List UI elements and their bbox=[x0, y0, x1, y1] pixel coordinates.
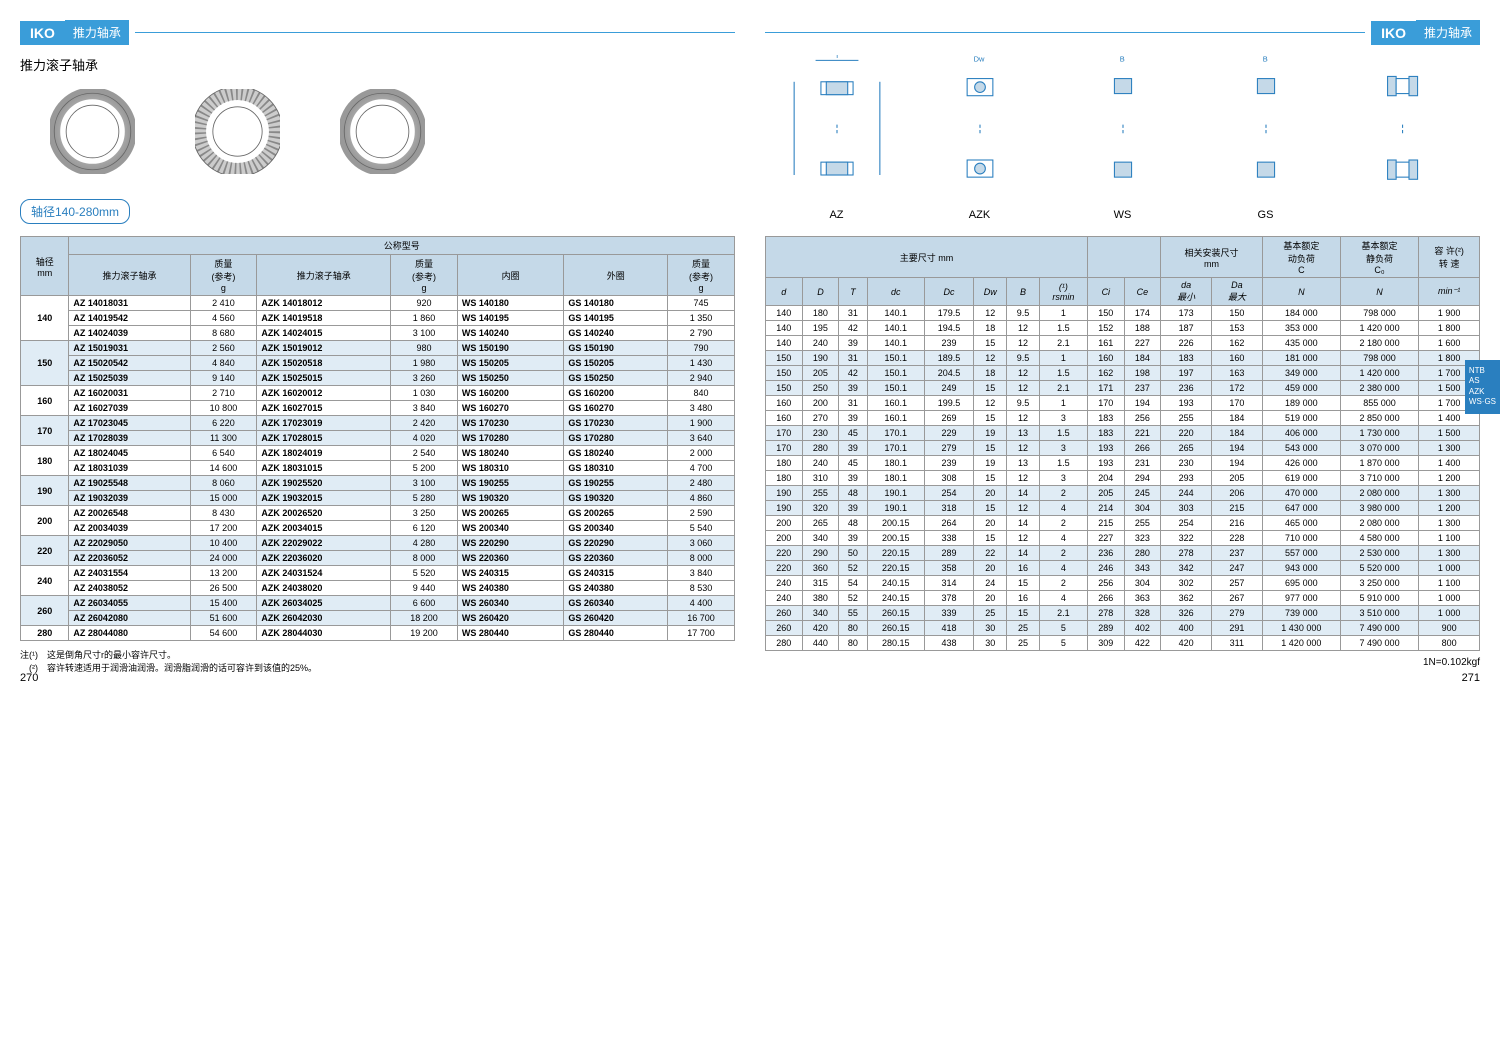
table-row: 260AZ 2603405515 400AZK 260340256 600WS … bbox=[21, 596, 735, 611]
table-row: AZ 140195424 560AZK 140195181 860WS 1401… bbox=[21, 311, 735, 326]
shaft-range-label: 轴径140-280mm bbox=[20, 199, 130, 224]
table-row: 18031039180.130815123204294293205619 000… bbox=[766, 471, 1480, 486]
table-row: 17023045170.122919131.5183221220184406 0… bbox=[766, 426, 1480, 441]
table-row: 24038052240.1537820164266363362267977 00… bbox=[766, 591, 1480, 606]
right-page: IKO 推力轴承 TAZ DwAZK BWS BGS 主要尺寸 mm相关安装尺寸 mm… bbox=[765, 20, 1480, 674]
right-table: 主要尺寸 mm相关安装尺寸 mm基本额定 动负荷 C基本额定 静负荷 C₀容 许… bbox=[765, 236, 1480, 651]
table-row: 14024039140.123915122.1161227226162435 0… bbox=[766, 336, 1480, 351]
table-row: 15019031150.1189.5129.51160184183160181 … bbox=[766, 351, 1480, 366]
conversion-note: 1N=0.102kgf bbox=[765, 657, 1480, 668]
table-row: 15025039150.124915122.1171237236172459 0… bbox=[766, 381, 1480, 396]
table-row: 170AZ 170230456 220AZK 170230192 420WS 1… bbox=[21, 416, 735, 431]
table-row: 200AZ 200265488 430AZK 200265203 250WS 2… bbox=[21, 506, 735, 521]
table-row: 18024045180.123919131.5193231230194426 0… bbox=[766, 456, 1480, 471]
table-row: AZ 2604208051 600AZK 2604203018 200WS 26… bbox=[21, 611, 735, 626]
table-row: 14018031140.1179.5129.51150174173150184 … bbox=[766, 306, 1480, 321]
table-row: 19032039190.131815124214304303215647 000… bbox=[766, 501, 1480, 516]
table-row: AZ 1602703910 800AZK 160270153 840WS 160… bbox=[21, 401, 735, 416]
table-row: AZ 150205424 840AZK 150205181 980WS 1502… bbox=[21, 356, 735, 371]
brand-logo: IKO bbox=[20, 21, 65, 45]
table-row: 160AZ 160200312 710AZK 160200121 030WS 1… bbox=[21, 386, 735, 401]
ring-image-3 bbox=[340, 89, 425, 174]
table-row: AZ 150250399 140AZK 150250153 260WS 1502… bbox=[21, 371, 735, 386]
table-row: 180AZ 180240456 540AZK 180240192 540WS 1… bbox=[21, 446, 735, 461]
footnotes: 注(¹) 这是倒角尺寸r的最小容许尺寸。 (²) 容许转速适用于润滑油润滑。润滑… bbox=[20, 649, 735, 674]
fn2-text: 容许转速适用于润滑油润滑。润滑脂润滑的话可容许到该值的25%。 bbox=[47, 663, 317, 673]
diagram-GS: BGS bbox=[1211, 55, 1321, 221]
svg-text:Dw: Dw bbox=[973, 55, 984, 63]
diagram-AZK: DwAZK bbox=[925, 55, 1035, 221]
table-row: AZ 2003403917 200AZK 200340156 120WS 200… bbox=[21, 521, 735, 536]
side-tabs: NTB AS AZK WS·GS bbox=[1465, 360, 1500, 414]
header-title-r: 推力轴承 bbox=[1416, 20, 1480, 45]
table-row: 15020542150.1204.518121.5162198197163349… bbox=[766, 366, 1480, 381]
table-row: 220AZ 2202905010 400AZK 220290224 280WS … bbox=[21, 536, 735, 551]
table-row: 16027039160.126915123183256255184519 000… bbox=[766, 411, 1480, 426]
fn2-label: (²) bbox=[29, 663, 38, 673]
table-row: 19025548190.125420142205245244206470 000… bbox=[766, 486, 1480, 501]
table-row: AZ 1903203915 000AZK 190320155 280WS 190… bbox=[21, 491, 735, 506]
header-right: IKO 推力轴承 bbox=[765, 20, 1480, 45]
svg-text:T: T bbox=[834, 55, 839, 60]
table-row: 280AZ 2804408054 600AZK 2804403019 200WS… bbox=[21, 626, 735, 641]
table-row: AZ 1803103914 600AZK 180310155 200WS 180… bbox=[21, 461, 735, 476]
svg-text:B: B bbox=[1262, 55, 1267, 63]
diagram-WS: BWS bbox=[1068, 55, 1178, 221]
table-row: 140AZ 140180312 410AZK 14018012920WS 140… bbox=[21, 296, 735, 311]
fn1-text: 这是倒角尺寸r的最小容许尺寸。 bbox=[47, 650, 176, 660]
table-row: AZ 2203605224 000AZK 220360208 000WS 220… bbox=[21, 551, 735, 566]
table-row: 22036052220.1535820164246343342247943 00… bbox=[766, 561, 1480, 576]
table-row: 20034039200.1533815124227323322228710 00… bbox=[766, 531, 1480, 546]
product-images bbox=[50, 89, 735, 174]
table-row: 26034055260.1533925152.1278328326279739 … bbox=[766, 606, 1480, 621]
header-rule bbox=[135, 32, 735, 33]
table-row: 24031554240.1531424152256304302257695 00… bbox=[766, 576, 1480, 591]
table-row: 26042080260.15418302552894024002911 430 … bbox=[766, 621, 1480, 636]
fn1-label: 注(¹) bbox=[20, 650, 38, 660]
left-table: 轴径 mm公称型号推力滚子轴承质量 (参考) g推力滚子轴承质量 (参考) g内… bbox=[20, 236, 735, 641]
table-row: 150AZ 150190312 560AZK 15019012980WS 150… bbox=[21, 341, 735, 356]
diagram-assembly bbox=[1354, 55, 1464, 221]
svg-text:B: B bbox=[1119, 55, 1124, 63]
table-row: 240AZ 2403155413 200AZK 240315245 520WS … bbox=[21, 566, 735, 581]
table-row: 14019542140.1194.518121.5152188187153353… bbox=[766, 321, 1480, 336]
table-row: AZ 1702803911 300AZK 170280154 020WS 170… bbox=[21, 431, 735, 446]
header-rule-r bbox=[765, 32, 1365, 33]
page-number-right: 271 bbox=[1462, 672, 1480, 684]
table-row: 16020031160.1199.5129.51170194193170189 … bbox=[766, 396, 1480, 411]
table-row: 190AZ 190255488 060AZK 190255203 100WS 1… bbox=[21, 476, 735, 491]
diagrams-row: TAZ DwAZK BWS BGS bbox=[765, 55, 1480, 221]
page-number-left: 270 bbox=[20, 672, 38, 684]
table-row: AZ 2403805226 500AZK 240380209 440WS 240… bbox=[21, 581, 735, 596]
left-subtitle: 推力滚子轴承 bbox=[20, 55, 735, 74]
brand-logo-r: IKO bbox=[1371, 21, 1416, 45]
table-row: 28044080280.15438302553094224203111 420 … bbox=[766, 636, 1480, 651]
table-row: 17028039170.127915123193266265194543 000… bbox=[766, 441, 1480, 456]
left-page: IKO 推力轴承 推力滚子轴承 轴径140-280mm 轴径 mm公称型号推力滚… bbox=[20, 20, 735, 674]
ring-image-1 bbox=[50, 89, 135, 174]
table-row: 22029050220.1528922142236280278237557 00… bbox=[766, 546, 1480, 561]
table-row: AZ 140240398 680AZK 140240153 100WS 1402… bbox=[21, 326, 735, 341]
ring-image-2 bbox=[195, 89, 280, 174]
diagram-AZ: TAZ bbox=[782, 55, 892, 221]
header-title: 推力轴承 bbox=[65, 20, 129, 45]
header-left: IKO 推力轴承 bbox=[20, 20, 735, 45]
table-row: 20026548200.1526420142215255254216465 00… bbox=[766, 516, 1480, 531]
